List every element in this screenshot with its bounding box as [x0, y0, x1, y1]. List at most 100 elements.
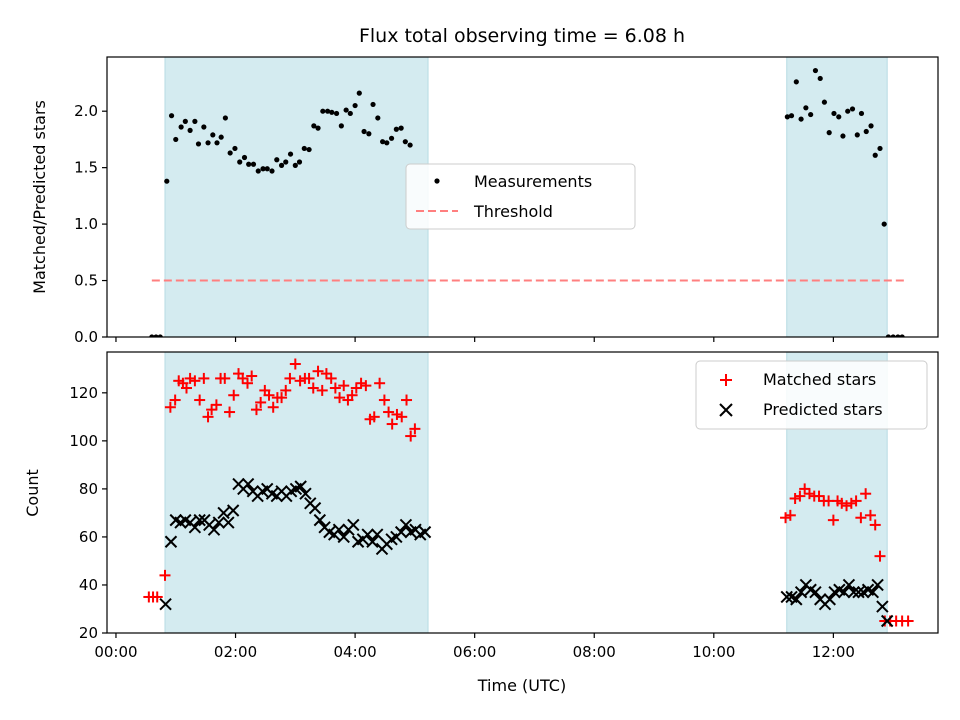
top-shaded-interval	[786, 56, 888, 338]
matched-star-point	[246, 370, 258, 382]
measurement-point	[854, 132, 860, 138]
matched-star-point	[794, 490, 806, 502]
measurement-point	[311, 123, 317, 129]
measurement-point	[788, 113, 795, 119]
matched-star-point	[210, 399, 222, 411]
predicted-star-point	[217, 506, 230, 520]
measurement-point	[320, 108, 326, 114]
measurement-point	[168, 113, 175, 119]
measurement-point	[153, 334, 159, 337]
measurement-point	[356, 90, 362, 96]
predicted-star-point	[193, 513, 206, 527]
measurement-point	[845, 108, 851, 114]
measurement-point	[366, 131, 372, 137]
measurement-point	[227, 150, 233, 156]
top-y-tick-label: 2.0	[74, 102, 98, 120]
measurement-point	[863, 128, 869, 135]
top-panel: 0.00.51.01.52.0 Matched/Predicted stars …	[30, 56, 939, 346]
matched-star-point	[338, 380, 350, 392]
measurement-point	[178, 124, 184, 130]
matched-star-point	[368, 411, 380, 423]
matched-star-point	[320, 368, 332, 380]
matched-star-point	[803, 488, 815, 500]
predicted-star-point	[794, 585, 808, 599]
bottom-panel: 20 40 60 80 100 120 00:00 02:00 04:00 06:00 08:00…	[23, 351, 939, 695]
measurement-point	[329, 109, 335, 115]
bottom-y-tick-label: 20	[79, 624, 98, 642]
measurement-point	[283, 159, 289, 165]
top-x-ticks	[115, 337, 834, 342]
bottom-y-axis: 20 40 60 80 100 120	[69, 384, 107, 642]
measurements-series	[149, 67, 905, 337]
measurement-point	[274, 157, 280, 163]
bottom-shaded-interval	[164, 351, 429, 634]
measurement-point	[255, 168, 261, 174]
measurement-point	[260, 166, 266, 172]
matched-star-point	[869, 519, 881, 531]
matched-star-point	[383, 406, 395, 418]
bottom-y-tick-label: 120	[69, 384, 98, 402]
matched-star-point	[409, 423, 421, 435]
matched-star-point	[401, 394, 413, 406]
measurement-point	[232, 145, 238, 152]
matched-star-point	[294, 375, 306, 387]
measurement-point	[292, 162, 298, 168]
measurement-point	[149, 334, 155, 337]
legend-measurements-label: Measurements	[474, 172, 592, 191]
legend-predicted-label: Predicted stars	[763, 400, 883, 419]
measurement-point	[375, 115, 381, 121]
measurement-point	[333, 110, 340, 117]
predicted-star-point	[299, 487, 312, 500]
matched-star-point	[874, 550, 886, 562]
bottom-x-axis: 00:00 02:00 04:00 06:00 08:00 10:00 12:00	[94, 633, 855, 661]
chart-title: Flux total observing time = 6.08 h	[359, 25, 685, 47]
measurement-point	[182, 118, 188, 124]
matched-star-point	[391, 408, 403, 420]
x-axis-label: Time (UTC)	[477, 676, 566, 695]
measurement-point	[798, 116, 804, 122]
top-legend-box	[405, 163, 636, 230]
measurement-point	[214, 140, 220, 146]
measurement-point	[808, 111, 814, 118]
top-y-tick-label: 0.5	[74, 272, 98, 290]
bottom-legend-box	[695, 360, 928, 430]
measurement-point	[187, 127, 193, 133]
predicted-star-point	[366, 535, 379, 548]
matched-star-point	[325, 372, 337, 384]
measurement-point	[250, 161, 257, 167]
x-tick-label: 08:00	[573, 643, 616, 661]
matched-star-point	[845, 497, 857, 509]
bottom-legend: Matched stars Predicted stars	[695, 360, 928, 430]
top-y-axis-label: Matched/Predicted stars	[30, 100, 49, 294]
measurement-point	[325, 108, 331, 114]
measurement-point	[157, 334, 163, 337]
legend-measurements-marker	[434, 178, 440, 184]
measurement-point	[384, 140, 390, 146]
measurement-point	[380, 139, 386, 145]
matched-star-point	[303, 372, 315, 384]
predicted-star-point	[313, 513, 327, 527]
measurement-point	[264, 166, 270, 172]
matched-star-point	[405, 430, 417, 442]
measurement-point	[343, 107, 349, 113]
measurement-point	[812, 67, 819, 74]
top-y-tick-label: 1.5	[74, 159, 98, 177]
matched-star-point	[864, 509, 876, 521]
matched-star-point	[350, 382, 362, 394]
measurement-point	[164, 178, 170, 184]
measurement-point	[817, 75, 823, 82]
predicted-star-point	[207, 523, 221, 536]
measurement-point	[872, 152, 878, 158]
matched-star-point	[386, 418, 398, 430]
legend-threshold-label: Threshold	[473, 202, 553, 221]
measurement-point	[278, 162, 285, 168]
legend-predicted-marker	[719, 403, 733, 417]
measurement-point	[836, 114, 842, 120]
matched-star-point	[202, 411, 214, 423]
measurement-point	[895, 334, 901, 337]
measurement-point	[338, 123, 344, 129]
measurement-point	[306, 146, 312, 153]
measurement-point	[826, 130, 832, 136]
top-y-tick-label: 1.0	[74, 215, 98, 233]
measurement-point	[849, 106, 856, 112]
